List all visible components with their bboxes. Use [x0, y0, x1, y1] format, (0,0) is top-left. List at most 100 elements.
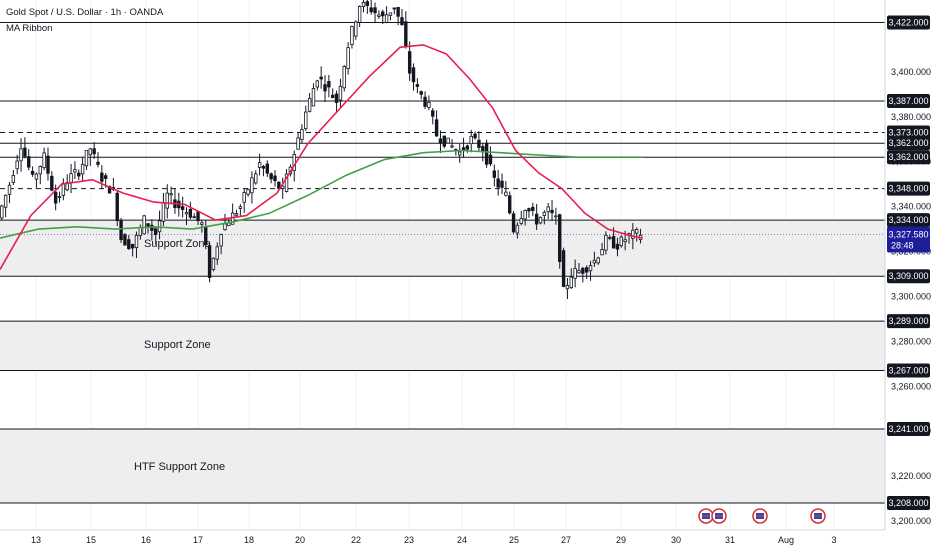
- candle-body: [404, 21, 408, 47]
- candle-body: [100, 172, 104, 182]
- candle-body: [61, 182, 66, 196]
- candle-body: [411, 67, 416, 83]
- candle-body: [254, 173, 258, 184]
- level-badge: [887, 136, 930, 151]
- support-zone-label: HTF Support Zone: [134, 461, 225, 473]
- candle-body: [3, 194, 8, 208]
- level-badge-text: 3,267.000: [888, 366, 928, 376]
- x-tick-label: 22: [351, 535, 361, 545]
- candle-body: [407, 51, 412, 74]
- candle-body: [450, 145, 454, 148]
- candle-body: [569, 276, 573, 288]
- level-badge-text: 3,208.000: [888, 498, 928, 508]
- y-tick-label: 3,340.000: [891, 202, 931, 212]
- level-badge: [887, 15, 930, 30]
- level-badge: [887, 421, 930, 436]
- candle-body: [207, 245, 212, 278]
- candle-body: [392, 7, 396, 10]
- candle-body: [434, 119, 439, 137]
- candle-body: [377, 14, 381, 17]
- level-badge-text: 3,422.000: [888, 17, 928, 27]
- candle-body: [273, 175, 277, 182]
- candle-body: [215, 246, 219, 260]
- x-tick-label: 3: [831, 535, 836, 545]
- candle-body: [561, 250, 566, 287]
- candle-body: [15, 160, 19, 170]
- candle-body: [492, 170, 497, 178]
- y-tick-label: 3,380.000: [891, 112, 931, 122]
- candle-body: [88, 148, 92, 156]
- candle-body: [558, 214, 562, 262]
- candle-body: [96, 161, 100, 165]
- candle-body: [7, 184, 12, 195]
- current-price-text: 3,327.580: [888, 230, 928, 240]
- candle-body: [234, 213, 239, 216]
- candle-body: [0, 205, 4, 219]
- candle-body: [400, 17, 404, 26]
- candle-body: [381, 11, 385, 17]
- candle-body: [331, 94, 335, 98]
- x-tick-label: 30: [671, 535, 681, 545]
- level-badge: [887, 269, 930, 284]
- level-badge-text: 3,373.000: [888, 128, 928, 138]
- candle-body: [346, 47, 350, 70]
- x-tick-label: 27: [561, 535, 571, 545]
- level-badge: [887, 150, 930, 165]
- candle-body: [154, 228, 158, 235]
- candle-body: [165, 192, 169, 209]
- support-zone-label: Support Zone: [144, 339, 211, 351]
- candle-body: [211, 257, 216, 270]
- candle-body: [427, 102, 431, 108]
- y-tick-label: 3,280.000: [891, 336, 931, 346]
- candle-body: [265, 163, 269, 174]
- candle-body: [488, 154, 493, 165]
- candle-body: [504, 191, 508, 196]
- candle-body: [53, 191, 58, 204]
- candle-body: [457, 151, 462, 156]
- grid-layer: [35, 0, 835, 530]
- candle-body: [169, 193, 173, 196]
- candle-body: [19, 148, 23, 162]
- candle-body: [473, 133, 477, 139]
- us-flag-icon: [698, 508, 714, 524]
- candle-body: [523, 210, 527, 220]
- x-tick-label: 25: [509, 535, 519, 545]
- candle-body: [219, 233, 223, 247]
- candle-body: [531, 206, 535, 211]
- candle-body: [38, 165, 42, 175]
- level-badge-text: 3,334.000: [888, 215, 928, 225]
- candle-body: [484, 142, 489, 165]
- candle-body: [615, 243, 620, 250]
- candle-body: [77, 172, 81, 177]
- candle-body: [538, 216, 543, 224]
- y-tick-label: 3,220.000: [891, 471, 931, 481]
- candle-body: [604, 234, 608, 251]
- candle-body: [230, 212, 235, 225]
- support-zone-2: [0, 321, 885, 371]
- x-tick-label: 24: [457, 535, 467, 545]
- candle-body: [307, 98, 312, 112]
- x-tick-label: 18: [244, 535, 254, 545]
- candle-body: [127, 239, 131, 250]
- candle-body: [284, 173, 289, 192]
- x-tick-label: 15: [86, 535, 96, 545]
- level-badge: [887, 213, 930, 228]
- x-tick-label: 23: [404, 535, 414, 545]
- candle-body: [238, 206, 243, 209]
- us-flag-icon: [711, 508, 727, 524]
- ma-slow-line: [0, 149, 643, 239]
- candle-body: [623, 239, 627, 243]
- candle-body: [246, 189, 250, 195]
- candle-body: [350, 26, 354, 45]
- candle-body: [357, 6, 362, 23]
- countdown-text: 28:48: [891, 241, 914, 251]
- candle-body: [469, 135, 473, 145]
- us-flag-icon: [810, 508, 826, 524]
- candle-body: [600, 249, 604, 256]
- x-tick-label: 16: [141, 535, 151, 545]
- level-badge-text: 3,241.000: [888, 424, 928, 434]
- candle-body: [296, 137, 300, 150]
- candle-body: [27, 156, 31, 168]
